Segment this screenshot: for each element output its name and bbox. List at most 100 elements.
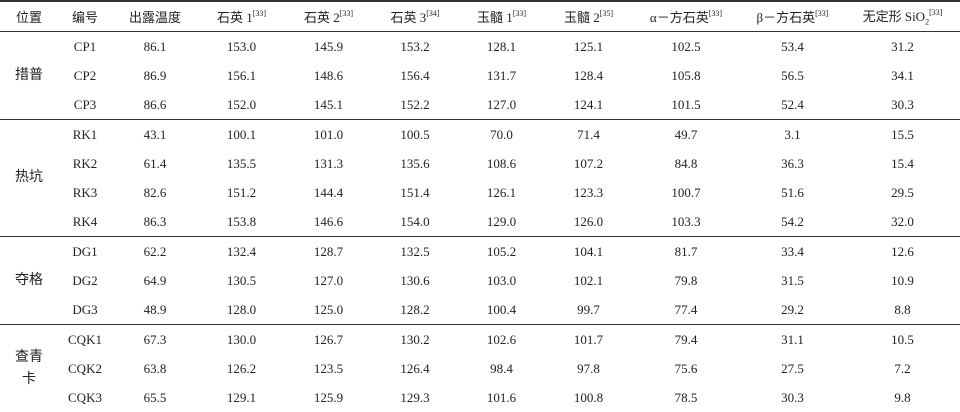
value-cell: 125.9 [285, 383, 372, 412]
value-cell: 86.6 [112, 90, 198, 120]
header-text: 玉髓 1 [476, 10, 513, 25]
column-header: 石英 3[34] [372, 0, 458, 32]
value-cell: 70.0 [490, 126, 513, 142]
column-header: 出露温度 [112, 0, 198, 32]
header-text: 编号 [71, 10, 98, 25]
value-cell: 144.4 [313, 184, 344, 200]
value-cell: 156.1 [226, 67, 257, 83]
sample-id: CQK2 [68, 360, 102, 376]
value-cell: 129.0 [458, 207, 545, 237]
value-cell: 153.8 [198, 207, 285, 237]
value-cell: 78.5 [632, 383, 740, 412]
value-cell: 30.3 [740, 383, 845, 412]
header-reference: [35] [599, 9, 614, 18]
value-cell: 100.8 [545, 383, 632, 412]
table-row: 夺格 DG1 62.2 132.4 128.7 132.5 105.2 104.1 81.7 33… [0, 236, 960, 325]
sample-id: RK1 [72, 126, 98, 142]
value-cell: 128.4 [573, 67, 604, 83]
value-cell: 146.6 [285, 207, 372, 237]
value-cell: 100.5 [400, 126, 430, 142]
value-cell: 75.6 [674, 360, 698, 376]
value-cell: 153.2 [400, 38, 430, 54]
table-row: RK4 86.3 153.8 146.6 154.0 129.0 126.0 103.3 54.… [0, 207, 960, 237]
sample-id: CQK3 [58, 383, 112, 412]
value-cell: 29.2 [740, 295, 845, 325]
value-cell: 43.1 [143, 126, 167, 142]
value-cell: 108.6 [486, 155, 517, 171]
header-text: 玉髓 2 [563, 10, 600, 25]
header-reference: [33] [929, 8, 943, 18]
value-cell: 126.0 [545, 207, 632, 237]
location-cell: 夺格 [0, 236, 58, 325]
value-cell: 10.9 [891, 272, 914, 288]
value-cell: 97.8 [577, 360, 600, 376]
value-cell: 130.2 [400, 331, 430, 347]
location-cell: 措普 [0, 31, 58, 120]
value-cell: 145.1 [285, 90, 372, 120]
table-row: RK3 82.6 151.2 144.4 151.4 126.1 123.3 100.7 51.… [0, 178, 960, 207]
value-cell: 130.5 [226, 272, 257, 288]
header-text: 石英 2 [303, 10, 340, 25]
value-cell: 101.6 [458, 383, 545, 412]
value-cell: 54.2 [740, 207, 845, 237]
value-cell: 79.8 [674, 272, 698, 288]
value-cell: 98.4 [490, 360, 513, 376]
value-cell: 123.5 [313, 360, 344, 376]
value-cell: 8.8 [845, 295, 960, 325]
value-cell: 31.1 [781, 331, 804, 347]
header-text: 无定形 SiO [862, 9, 926, 25]
header-text: 石英 1 [216, 10, 253, 25]
table-row: CQK3 65.5 129.1 125.9 129.3 101.6 100.8 78.5 30.… [0, 383, 960, 412]
header-reference: [33] [512, 9, 527, 18]
value-cell: 125.1 [573, 38, 604, 54]
value-cell: 125.0 [285, 295, 372, 325]
value-cell: 154.0 [372, 207, 458, 237]
value-cell: 148.6 [313, 67, 344, 83]
value-cell: 131.3 [313, 155, 344, 171]
sample-id: CP2 [73, 67, 97, 83]
value-cell: 56.5 [781, 67, 804, 83]
value-cell: 102.5 [671, 38, 701, 54]
header-reference: [33] [815, 9, 829, 18]
value-cell: 63.8 [143, 360, 167, 376]
table-row: 查青卡 CQK1 67.3 130.0 126.7 130.2 102.6 101.7 79.4… [0, 324, 960, 412]
value-cell: 132.4 [226, 243, 257, 259]
value-cell: 127.0 [458, 90, 545, 120]
value-cell: 131.7 [486, 67, 517, 83]
value-cell: 67.3 [143, 331, 167, 347]
value-cell: 82.6 [143, 184, 167, 200]
value-cell: 123.3 [573, 184, 604, 200]
value-cell: 126.2 [226, 360, 257, 376]
sample-id: CP1 [73, 38, 97, 54]
value-cell: 15.5 [891, 126, 914, 142]
header-row: 位置 编号 出露温度 石英 1[33] 石英 2[33] 石英 3[34] 玉髓 1[33]… [0, 0, 960, 32]
value-cell: 49.7 [674, 126, 698, 142]
value-cell: 124.1 [545, 90, 632, 120]
value-cell: 145.9 [313, 38, 344, 54]
value-cell: 61.4 [143, 155, 167, 171]
value-cell: 151.4 [400, 184, 430, 200]
header-text: 位置 [15, 10, 42, 25]
value-cell: 132.5 [400, 243, 430, 259]
value-cell: 100.4 [458, 295, 545, 325]
value-cell: 101.5 [632, 90, 740, 120]
value-cell: 151.2 [226, 184, 257, 200]
column-header: 编号 [58, 0, 112, 32]
value-cell: 103.0 [486, 272, 517, 288]
column-header: 无定形 SiO2[33] [845, 0, 960, 32]
value-cell: 129.3 [372, 383, 458, 412]
table-row: DG2 64.9 130.5 127.0 130.6 103.0 102.1 79.8 31.5… [0, 266, 960, 295]
value-cell: 105.2 [486, 243, 517, 259]
header-reference: [33] [252, 9, 267, 18]
sample-id: CP3 [58, 90, 112, 120]
column-header: α－方石英[33] [632, 0, 740, 32]
value-cell: 104.1 [573, 243, 604, 259]
value-cell: 84.8 [674, 155, 698, 171]
value-cell: 86.9 [143, 67, 167, 83]
sample-id: RK3 [72, 184, 98, 200]
value-cell: 52.4 [740, 90, 845, 120]
value-cell: 33.4 [781, 243, 804, 259]
value-cell: 101.7 [573, 331, 604, 347]
value-cell: 152.0 [198, 90, 285, 120]
